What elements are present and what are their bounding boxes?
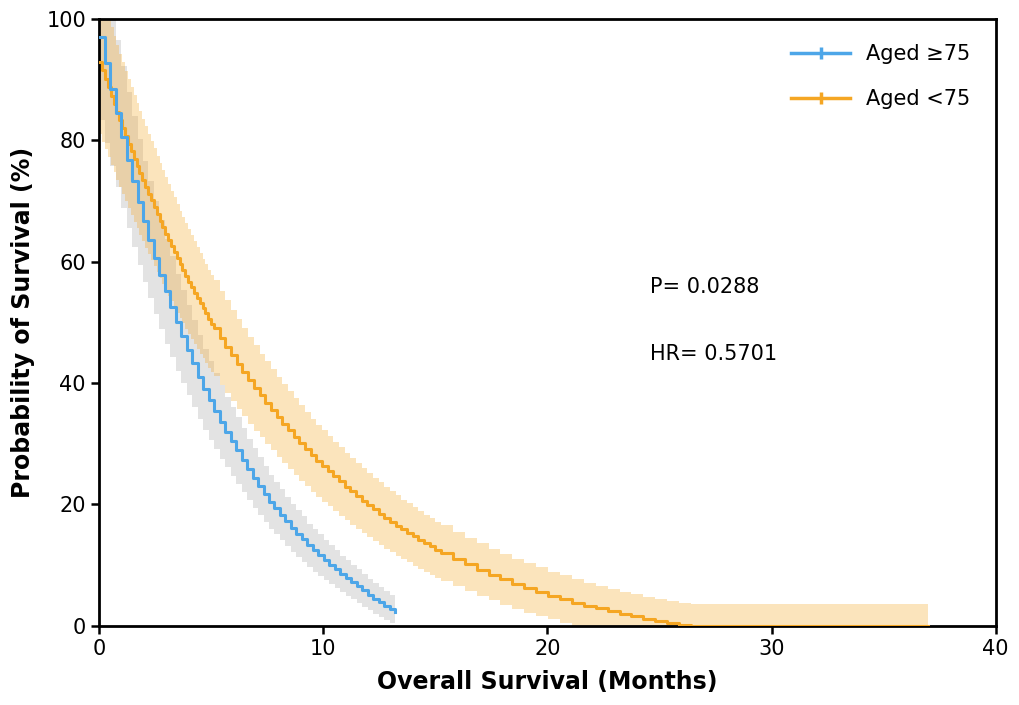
X-axis label: Overall Survival (Months): Overall Survival (Months) bbox=[377, 670, 717, 694]
Y-axis label: Probability of Survival (%): Probability of Survival (%) bbox=[11, 147, 35, 498]
Legend: Aged ≥75, Aged <75: Aged ≥75, Aged <75 bbox=[783, 36, 978, 118]
Text: P= 0.0288: P= 0.0288 bbox=[650, 277, 759, 297]
Text: HR= 0.5701: HR= 0.5701 bbox=[650, 343, 776, 364]
